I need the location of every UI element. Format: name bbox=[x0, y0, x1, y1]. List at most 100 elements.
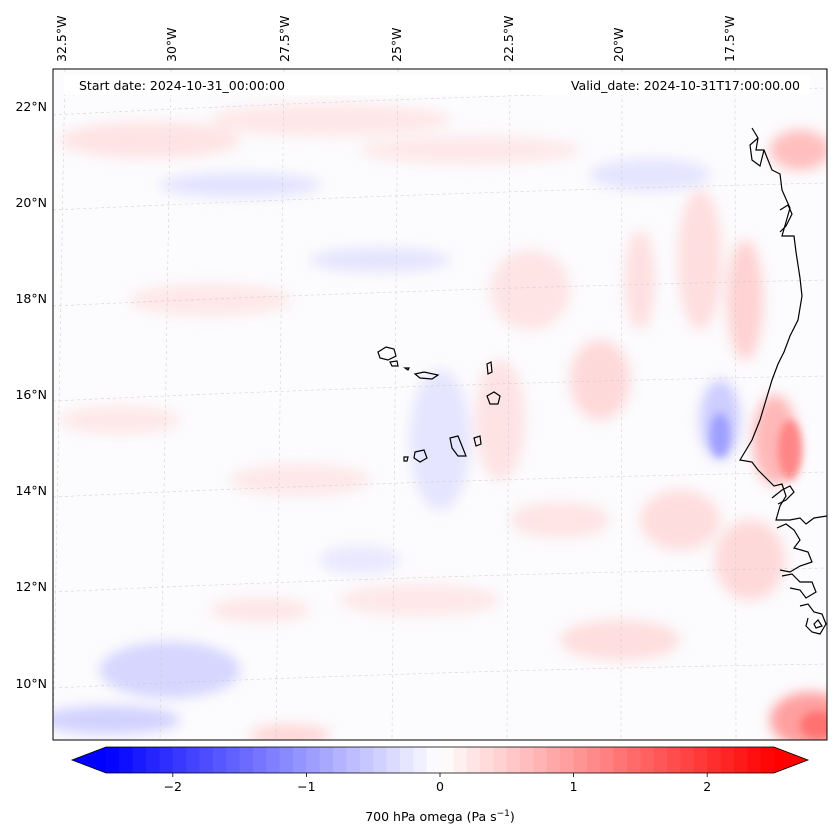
colorbar-cell bbox=[132, 747, 147, 773]
colorbar-cell bbox=[440, 747, 454, 773]
colorbar-extend-high bbox=[774, 747, 808, 773]
colorbar-tick-label: 1 bbox=[570, 779, 578, 794]
island-sao-vicente bbox=[389, 360, 399, 367]
lon-label: 32.5°W bbox=[54, 16, 69, 62]
colorbar-cell bbox=[266, 747, 281, 773]
lon-label: 22.5°W bbox=[501, 16, 516, 62]
lon-label: 20°W bbox=[611, 27, 626, 62]
cape-verde-islands bbox=[377, 346, 501, 463]
colorbar-label: 700 hPa omega (Pa s−1) bbox=[365, 809, 515, 824]
colorbar-cell bbox=[399, 747, 414, 773]
colorbar-cell bbox=[146, 747, 160, 773]
colorbar-tick-label: −2 bbox=[164, 779, 182, 794]
lon-label: 30°W bbox=[164, 27, 179, 62]
colorbar-cell bbox=[453, 747, 468, 773]
colorbar-cell bbox=[226, 747, 240, 773]
colorbar-cell bbox=[119, 747, 134, 773]
valid-date-label: Valid_date: 2024-10-31T17:00:00.00 bbox=[571, 78, 800, 93]
omega-field bbox=[53, 104, 827, 740]
colorbar-cell bbox=[293, 747, 307, 773]
colorbar-cell bbox=[747, 747, 762, 773]
colorbar-cell bbox=[693, 747, 708, 773]
colorbar-cell bbox=[212, 747, 227, 773]
island-maio bbox=[473, 435, 482, 447]
colorbar-cell bbox=[707, 747, 721, 773]
colorbar-label-text: 700 hPa omega (Pa s bbox=[365, 809, 496, 824]
colorbar-cell bbox=[613, 747, 628, 773]
colorbar-cell bbox=[319, 747, 334, 773]
colorbar-cell bbox=[373, 747, 387, 773]
island-sao-nicolau bbox=[413, 371, 440, 380]
colorbar-label-sup: −1 bbox=[497, 809, 510, 819]
colorbar-tick-label: 0 bbox=[436, 779, 444, 794]
island-santiago bbox=[449, 435, 467, 457]
colorbar-cell bbox=[733, 747, 748, 773]
lat-label: 20°N bbox=[15, 195, 47, 210]
longitude-labels: 32.5°W 30°W 27.5°W 25°W 22.5°W 20°W 17.5… bbox=[54, 16, 737, 62]
island-fogo bbox=[413, 449, 428, 463]
colorbar-cell bbox=[720, 747, 735, 773]
colorbar-outline bbox=[70, 746, 810, 774]
colorbar-cell bbox=[252, 747, 267, 773]
colorbar-cell bbox=[426, 747, 441, 773]
colorbar-cell bbox=[493, 747, 508, 773]
colorbar-cell bbox=[533, 747, 548, 773]
colorbar: −2 −1 0 1 2 700 hPa omega (Pa s−1) bbox=[70, 746, 810, 824]
colorbar-cell bbox=[186, 747, 200, 773]
lon-label: 25°W bbox=[389, 27, 404, 62]
colorbar-cell bbox=[279, 747, 294, 773]
colorbar-tick-label: 2 bbox=[703, 779, 711, 794]
colorbar-cell bbox=[600, 747, 615, 773]
colorbar-cell bbox=[106, 747, 120, 773]
colorbar-cell bbox=[480, 747, 494, 773]
colorbar-cell bbox=[586, 747, 601, 773]
colorbar-cell bbox=[680, 747, 695, 773]
colorbar-cell bbox=[760, 747, 775, 773]
colorbar-cell bbox=[239, 747, 254, 773]
colorbar-cell bbox=[199, 747, 214, 773]
colorbar-extend-low bbox=[72, 747, 106, 773]
start-date-label: Start date: 2024-10-31_00:00:00 bbox=[79, 78, 285, 93]
colorbar-cell bbox=[653, 747, 668, 773]
colorbar-cell bbox=[413, 747, 428, 773]
colorbar-cell bbox=[346, 747, 361, 773]
colorbar-ticks: −2 −1 0 1 2 bbox=[164, 773, 711, 794]
west-africa-coastline bbox=[739, 69, 827, 635]
colorbar-cell bbox=[506, 747, 521, 773]
gridlines bbox=[53, 69, 827, 740]
lon-label: 17.5°W bbox=[722, 16, 737, 62]
latitude-labels: 22°N 20°N 18°N 16°N 14°N 12°N 10°N bbox=[15, 99, 47, 691]
lat-label: 22°N bbox=[15, 99, 47, 114]
colorbar-cell bbox=[159, 747, 174, 773]
lat-label: 10°N bbox=[15, 676, 47, 691]
colorbar-cell bbox=[520, 747, 534, 773]
colorbar-cells bbox=[72, 747, 808, 773]
map-frame bbox=[52, 68, 828, 741]
header-band bbox=[64, 75, 810, 95]
lat-label: 12°N bbox=[15, 579, 47, 594]
colorbar-cell bbox=[627, 747, 641, 773]
lat-label: 14°N bbox=[15, 483, 47, 498]
colorbar-cell bbox=[359, 747, 374, 773]
colorbar-cell bbox=[333, 747, 347, 773]
colorbar-cell bbox=[466, 747, 481, 773]
island-santo-antao bbox=[377, 346, 397, 361]
lon-label: 27.5°W bbox=[277, 16, 292, 62]
island-sal bbox=[486, 361, 493, 375]
colorbar-cell bbox=[640, 747, 655, 773]
colorbar-cell bbox=[306, 747, 321, 773]
island-brava bbox=[403, 456, 409, 462]
colorbar-label-close: ) bbox=[510, 809, 515, 824]
colorbar-tick-label: −1 bbox=[297, 779, 315, 794]
island-boa-vista bbox=[486, 391, 501, 405]
colorbar-cell bbox=[573, 747, 588, 773]
colorbar-cell bbox=[546, 747, 561, 773]
lat-label: 18°N bbox=[15, 291, 47, 306]
colorbar-cell bbox=[667, 747, 681, 773]
lat-label: 16°N bbox=[15, 387, 47, 402]
colorbar-cell bbox=[386, 747, 401, 773]
colorbar-cell bbox=[172, 747, 187, 773]
island-santa-luzia bbox=[403, 367, 410, 371]
map-panel bbox=[52, 68, 828, 741]
